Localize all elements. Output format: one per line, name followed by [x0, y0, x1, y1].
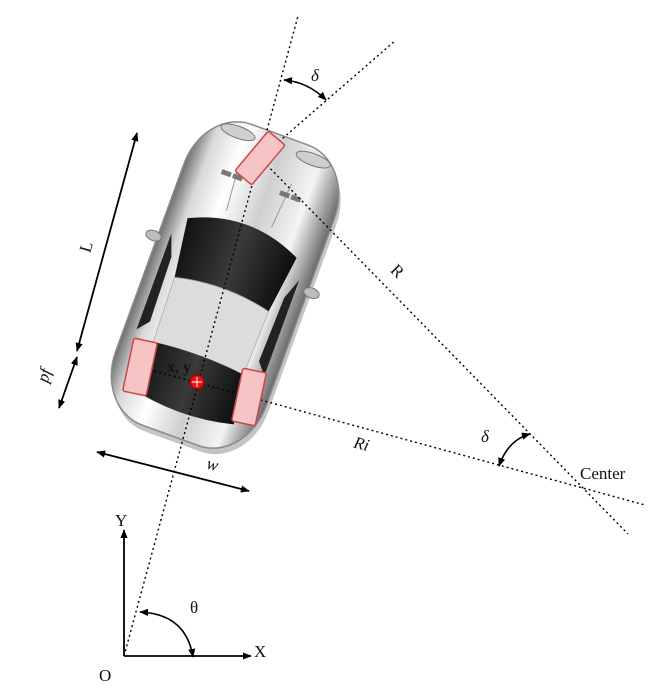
Ri-label: Ri [351, 432, 372, 455]
rear-left-wheel [122, 337, 158, 397]
theta-label: θ [190, 598, 198, 617]
pf-arrow [58, 356, 78, 409]
theta-arc [139, 608, 196, 658]
rear-right-wheel [231, 367, 267, 427]
delta-top-label: δ [311, 66, 320, 85]
steering-line [259, 39, 397, 159]
rear-axle-line [139, 366, 646, 506]
pf-label: pf [33, 364, 56, 385]
xy-label: x, y [167, 359, 191, 376]
width-arrow [96, 450, 250, 493]
w-label: w [205, 454, 221, 475]
center-label: Center [580, 464, 626, 483]
R-label: R [387, 260, 409, 282]
reference-point [189, 374, 205, 390]
y-axis-label: Y [115, 511, 127, 530]
delta-bottom-arc [498, 432, 531, 467]
reference-lines [123, 15, 646, 657]
origin-label: O [99, 666, 111, 685]
delta-top-arc [283, 77, 327, 101]
x-axis-label: X [254, 642, 266, 661]
delta-bottom-label: δ [481, 427, 490, 446]
top-view-car-icon [110, 121, 341, 455]
L-label: L [76, 239, 97, 254]
heading-line [123, 15, 299, 657]
front-wheel [234, 131, 286, 185]
length-arrow [75, 132, 139, 352]
